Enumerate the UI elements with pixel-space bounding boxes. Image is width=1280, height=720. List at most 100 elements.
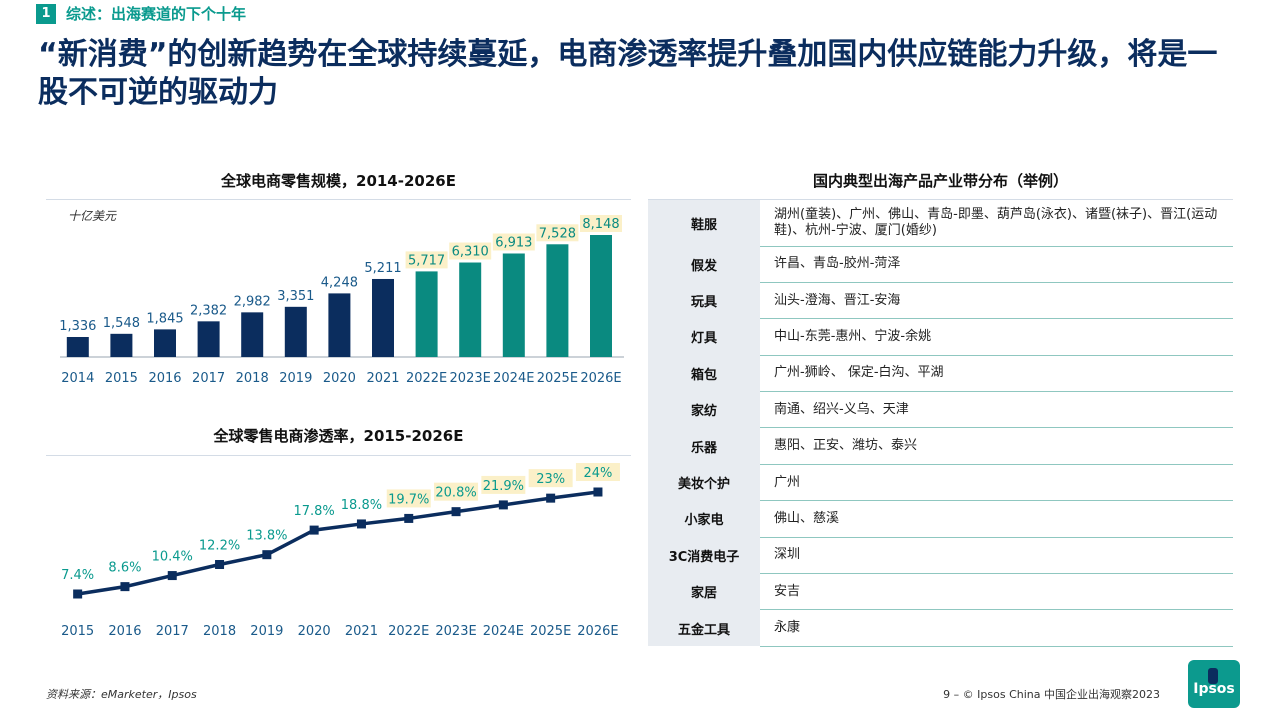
bar-value-label: 1,845 bbox=[146, 311, 183, 326]
line-label-highlight bbox=[528, 469, 573, 488]
bar-value-label: 1,548 bbox=[103, 316, 140, 331]
industry-category: 家居 bbox=[648, 573, 760, 610]
line-x-tick-label: 2024E bbox=[483, 624, 524, 639]
industry-belt-table: 鞋服 湖州(童装)、广州、佛山、青岛-即墨、葫芦岛(泳衣)、诸暨(袜子)、晋江(运… bbox=[648, 200, 1233, 647]
bar bbox=[546, 244, 569, 357]
industry-regions: 惠阳、正安、潍坊、泰兴 bbox=[760, 427, 1233, 465]
line-value-label: 20.8% bbox=[435, 486, 476, 501]
line-marker bbox=[309, 525, 319, 535]
bar-label-highlight bbox=[536, 224, 579, 242]
line-label-highlight bbox=[434, 482, 479, 501]
bar-x-tick-label: 2017 bbox=[192, 371, 225, 386]
bar-x-tick-label: 2023E bbox=[450, 371, 491, 386]
line-value-label: 12.2% bbox=[199, 539, 240, 554]
bar bbox=[415, 271, 438, 357]
industry-category: 玩具 bbox=[648, 282, 760, 319]
bar-x-tick-label: 2021 bbox=[366, 371, 399, 386]
line-marker bbox=[262, 550, 272, 560]
industry-category: 美妆个护 bbox=[648, 464, 760, 501]
bar bbox=[241, 312, 264, 357]
bar-value-label: 1,336 bbox=[59, 319, 96, 334]
table-row: 玩具 汕头-澄海、晋江-安海 bbox=[648, 282, 1233, 320]
industry-category: 鞋服 bbox=[648, 200, 760, 246]
line-value-label: 7.4% bbox=[61, 568, 94, 583]
bar-value-label: 5,211 bbox=[364, 261, 401, 276]
bar-value-label: 2,982 bbox=[234, 294, 271, 309]
bar-x-tick-label: 2016 bbox=[148, 371, 181, 386]
logo-mark bbox=[1208, 668, 1218, 684]
bar-value-label: 5,717 bbox=[408, 253, 445, 268]
line-value-label: 24% bbox=[583, 466, 612, 481]
table-row: 家居 安吉 bbox=[648, 573, 1233, 611]
line-marker bbox=[215, 560, 225, 570]
bar-value-label: 3,351 bbox=[277, 289, 314, 304]
industry-regions: 永康 bbox=[760, 609, 1233, 647]
bar bbox=[590, 235, 612, 357]
industry-regions: 佛山、慈溪 bbox=[760, 500, 1233, 538]
table-row: 五金工具 永康 bbox=[648, 609, 1233, 647]
table-divider bbox=[648, 199, 1233, 200]
industry-regions: 中山-东莞-惠州、宁波-余姚 bbox=[760, 318, 1233, 356]
bar-label-highlight bbox=[405, 251, 448, 269]
line-value-label: 21.9% bbox=[483, 479, 524, 494]
bar bbox=[284, 306, 307, 357]
bar-x-tick-label: 2015 bbox=[105, 371, 138, 386]
line-value-label: 17.8% bbox=[293, 504, 334, 519]
bar-value-label: 6,310 bbox=[452, 245, 489, 260]
line-value-label: 23% bbox=[536, 472, 565, 487]
bar-label-highlight bbox=[580, 215, 622, 232]
bar bbox=[502, 253, 525, 357]
line-label-highlight bbox=[481, 475, 526, 494]
line-marker bbox=[356, 519, 366, 529]
bar-chart-title: 全球电商零售规模，2014-2026E bbox=[221, 172, 456, 190]
penetration-line bbox=[77, 490, 599, 596]
section-title: 综述：出海赛道的下个十年 bbox=[66, 5, 247, 23]
industry-regions: 许昌、青岛-胶州-菏泽 bbox=[760, 246, 1233, 283]
bar-value-label: 8,148 bbox=[582, 217, 619, 232]
bar-chart: 1,336 2014 1,548 2015 1,845 2016 2,382 2017 2,98… bbox=[59, 215, 624, 386]
bar-label-highlight bbox=[492, 233, 535, 251]
line-x-tick-label: 2016 bbox=[108, 624, 141, 639]
industry-regions: 湖州(童装)、广州、佛山、青岛-即墨、葫芦岛(泳衣)、诸暨(袜子)、晋江(运动鞋… bbox=[760, 200, 1233, 247]
bar bbox=[372, 278, 394, 357]
line-label-highlight bbox=[575, 463, 620, 481]
bar-value-label: 4,248 bbox=[321, 275, 358, 290]
industry-category: 乐器 bbox=[648, 427, 760, 465]
industry-category: 小家电 bbox=[648, 500, 760, 538]
line-chart-title: 全球零售电商渗透率，2015-2026E bbox=[213, 427, 464, 445]
line-x-tick-label: 2017 bbox=[156, 624, 189, 639]
line-marker bbox=[404, 513, 414, 523]
ipsos-logo: Ipsos bbox=[1188, 660, 1240, 708]
table-row: 小家电 佛山、慈溪 bbox=[648, 500, 1233, 538]
line-x-tick-label: 2023E bbox=[435, 624, 476, 639]
section-number: 1 bbox=[36, 4, 56, 24]
bar-x-tick-label: 2024E bbox=[493, 371, 534, 386]
line-chart-divider bbox=[46, 455, 631, 456]
bar-x-tick-label: 2014 bbox=[61, 371, 94, 386]
bar bbox=[328, 293, 351, 357]
industry-category: 五金工具 bbox=[648, 609, 760, 647]
page-footer: 9 – © Ipsos China 中国企业出海观察2023 bbox=[943, 688, 1160, 701]
line-marker bbox=[451, 507, 461, 517]
bar-value-label: 7,528 bbox=[539, 226, 576, 241]
source-note: 资料来源：eMarketer，Ipsos bbox=[46, 688, 197, 701]
table-row: 美妆个护 广州 bbox=[648, 464, 1233, 502]
line-marker bbox=[120, 582, 130, 592]
bar-x-tick-label: 2026E bbox=[580, 371, 621, 386]
line-marker bbox=[73, 589, 83, 599]
table-title: 国内典型出海产品产业带分布（举例） bbox=[812, 172, 1068, 190]
industry-regions: 南通、绍兴-义乌、天津 bbox=[760, 391, 1233, 429]
table-row: 家纺 南通、绍兴-义乌、天津 bbox=[648, 391, 1233, 429]
table-row: 灯具 中山-东莞-惠州、宁波-余姚 bbox=[648, 318, 1233, 356]
bar bbox=[154, 329, 176, 357]
table-row: 3C消费电子 深圳 bbox=[648, 537, 1233, 575]
line-x-tick-label: 2021 bbox=[345, 624, 378, 639]
bar bbox=[459, 262, 482, 357]
line-x-tick-label: 2026E bbox=[577, 624, 618, 639]
bar-x-tick-label: 2018 bbox=[236, 371, 269, 386]
industry-category: 箱包 bbox=[648, 355, 760, 392]
line-x-tick-label: 2020 bbox=[298, 624, 331, 639]
page-headline: “新消费”的创新趋势在全球持续蔓延，电商渗透率提升叠加国内供应链能力升级，将是一… bbox=[38, 37, 1218, 110]
line-value-label: 10.4% bbox=[152, 550, 193, 565]
line-value-label: 8.6% bbox=[108, 561, 141, 576]
